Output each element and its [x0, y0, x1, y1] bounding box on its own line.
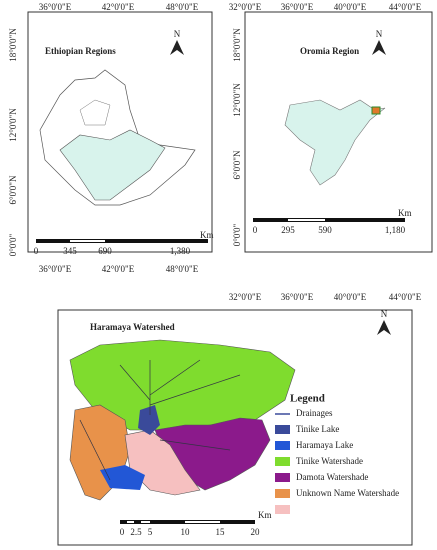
map-title: Haramaya Watershed: [90, 322, 175, 332]
longitude-label: 44°0'0"E: [389, 2, 422, 12]
latitude-label: 6°0'0"N: [232, 150, 242, 179]
latitude-label: 0°0'0": [8, 233, 18, 256]
legend-label: Damota Watershade: [296, 472, 368, 482]
north-label: N: [174, 29, 181, 39]
latitude-label: 6°0'0"N: [8, 175, 18, 204]
legend-label: Tinike Watershade: [296, 456, 363, 466]
scale-label: 0: [34, 246, 39, 256]
scale-bar: [36, 239, 208, 243]
legend-label: Unknown Name Watershade: [296, 488, 399, 498]
longitude-label: 36°0'0"E: [281, 292, 314, 302]
scale-unit: Km: [200, 230, 214, 240]
map-title: Oromia Region: [300, 46, 359, 56]
longitude-label: 44°0'0"E: [389, 292, 422, 302]
legend-swatch: [275, 441, 290, 450]
legend-swatch: [275, 425, 290, 434]
oromia-in-ethiopia: [59, 129, 166, 201]
north-arrow: [377, 320, 391, 335]
north-arrow: [170, 40, 184, 55]
legend-swatch: [275, 505, 290, 514]
scale-bar-segment: [141, 521, 150, 523]
scale-bar-segment: [70, 240, 105, 242]
scale-bar-segment: [185, 521, 220, 523]
north-label: N: [376, 29, 383, 39]
tinike-lake: [138, 405, 160, 435]
scale-label: 10: [181, 527, 191, 537]
longitude-label: 36°0'0"E: [39, 264, 72, 274]
scale-label: 295: [281, 225, 295, 235]
scale-bar: [253, 218, 405, 222]
scale-label: 2.5: [130, 527, 142, 537]
longitude-label: 40°0'0"E: [334, 292, 367, 302]
latitude-label: 0°0'0": [232, 223, 242, 246]
latitude-label: 12°0'0"N: [8, 108, 18, 142]
longitude-label: 42°0'0"E: [102, 264, 135, 274]
drainages: [79, 359, 241, 481]
legend-swatch: [275, 489, 290, 498]
north-arrow: [372, 40, 386, 55]
map-title: Ethiopian Regions: [45, 46, 116, 56]
legend-label: Tinike Lake: [296, 424, 339, 434]
scale-bar-segment: [288, 219, 325, 221]
legend-label: Drainages: [296, 408, 333, 418]
oromia-region: [284, 99, 386, 186]
region-boundary: [79, 99, 111, 126]
scale-label: 5: [148, 527, 153, 537]
longitude-label: 36°0'0"E: [281, 2, 314, 12]
scale-label: 0: [120, 527, 125, 537]
study-area: [371, 106, 381, 115]
scale-unit: Km: [258, 510, 272, 520]
scale-label: 1,180: [385, 225, 406, 235]
scale-label: 1,380: [170, 246, 191, 256]
legend-swatch: [275, 457, 290, 466]
scale-label: 590: [318, 225, 332, 235]
longitude-label: 32°0'0"E: [229, 2, 262, 12]
latitude-label: 12°0'0"N: [232, 83, 242, 117]
scale-unit: Km: [398, 208, 412, 218]
scale-label: 15: [216, 527, 226, 537]
longitude-label: 48°0'0"E: [166, 264, 199, 274]
haramaya-lake: [100, 465, 145, 490]
scale-label: 690: [98, 246, 112, 256]
scale-label: 345: [63, 246, 77, 256]
longitude-label: 36°0'0"E: [39, 2, 72, 12]
latitude-label: 18°0'0"N: [8, 28, 18, 62]
latitude-label: 18°0'0"N: [232, 28, 242, 62]
scale-label: 0: [253, 225, 258, 235]
longitude-label: 40°0'0"E: [334, 2, 367, 12]
legend-label: Haramaya Lake: [296, 440, 353, 450]
scale-label: 20: [251, 527, 261, 537]
longitude-label: 42°0'0"E: [102, 2, 135, 12]
north-label: N: [381, 309, 388, 319]
legend-title: Legend: [290, 393, 325, 405]
longitude-label: 48°0'0"E: [166, 2, 199, 12]
legend-swatch: [275, 473, 290, 482]
scale-bar-segment: [127, 521, 134, 523]
longitude-label: 32°0'0"E: [229, 292, 262, 302]
